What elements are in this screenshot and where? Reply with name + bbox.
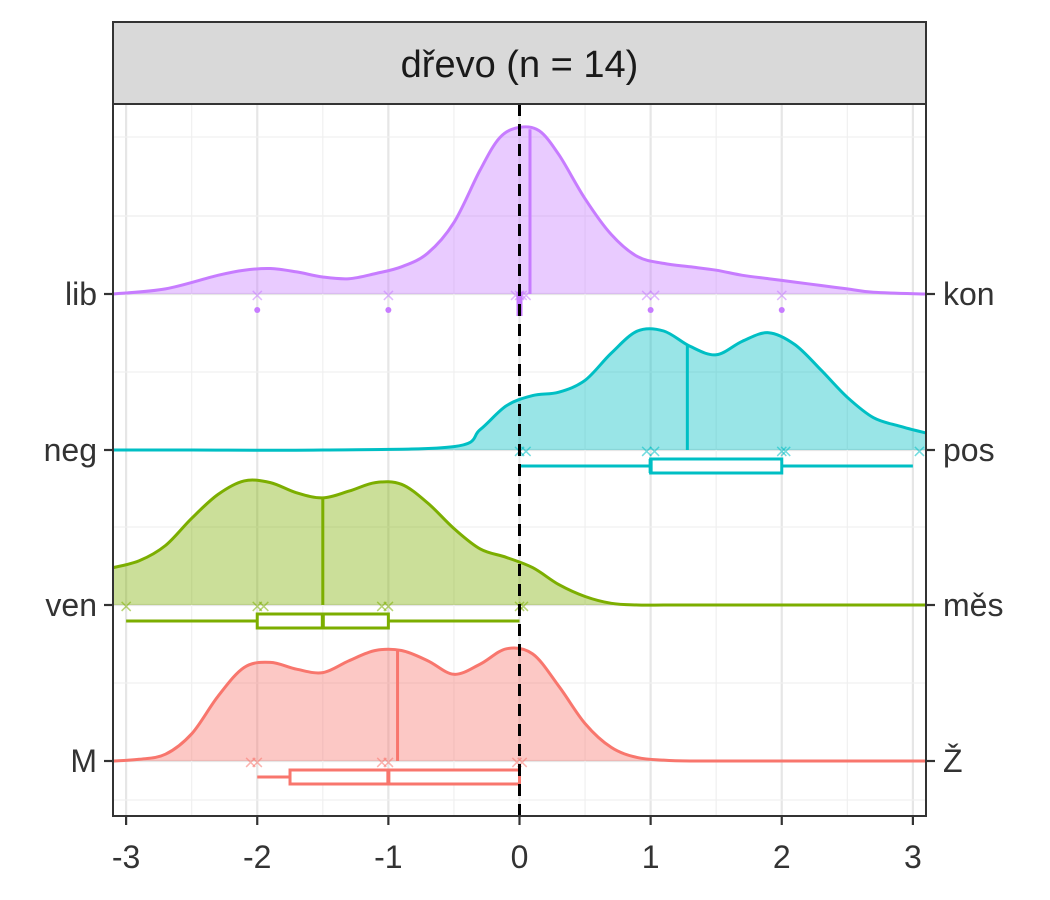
x-axis: -3 -2 -1 0 1 2 3 <box>112 816 922 875</box>
box-iqr <box>649 457 784 475</box>
data-point: × <box>374 752 389 773</box>
data-point: × <box>243 752 258 773</box>
data-point: × <box>119 596 134 617</box>
density-curve <box>112 646 926 763</box>
x-tick-label: 2 <box>773 839 791 875</box>
density-curve <box>112 327 927 452</box>
density-curve <box>112 125 927 296</box>
box-iqr <box>288 768 521 786</box>
outlier-point <box>778 307 785 313</box>
data-point: × <box>774 441 789 462</box>
data-point: × <box>519 441 534 462</box>
outlier-point <box>647 307 654 313</box>
x-tick-label: 1 <box>642 839 660 875</box>
y-tick-label-left: M <box>70 743 97 779</box>
y-tick-label-left: neg <box>44 432 97 468</box>
strip-background <box>112 21 927 105</box>
y-tick-label-left: ven <box>45 587 97 623</box>
data-point: × <box>250 752 265 773</box>
data-point: × <box>381 752 396 773</box>
density-area <box>113 480 926 606</box>
data-point: × <box>381 285 396 306</box>
density-curve <box>112 478 927 607</box>
data-point: × <box>250 285 265 306</box>
data-point: × <box>778 441 793 462</box>
x-tick-label: 0 <box>511 839 529 875</box>
data-point: × <box>381 596 396 617</box>
data-point: × <box>647 285 662 306</box>
data-point: × <box>374 596 389 617</box>
outlier-point <box>254 307 261 313</box>
data-point: × <box>250 596 265 617</box>
x-tick-label: -1 <box>374 839 402 875</box>
data-point: × <box>639 441 654 462</box>
data-point: × <box>912 441 927 462</box>
density-area <box>113 328 926 451</box>
ridge-neg: ××××××× <box>112 327 927 475</box>
y-tick-label-right: kon <box>943 276 995 312</box>
y-tick-label-right: pos <box>943 432 995 468</box>
y-tick-label-left: lib <box>65 276 97 312</box>
x-tick-label: -2 <box>243 839 271 875</box>
data-point: × <box>256 596 271 617</box>
data-point: × <box>639 285 654 306</box>
y-tick-label-right: Ž <box>943 743 963 779</box>
outlier-point <box>385 307 392 313</box>
data-point: × <box>647 441 662 462</box>
strip-title: dřevo (n = 14) <box>401 44 639 86</box>
x-tick-label: 3 <box>904 839 922 875</box>
y-tick-label-right: měs <box>943 587 1003 623</box>
data-point: × <box>774 285 789 306</box>
x-tick-label: -3 <box>112 839 140 875</box>
